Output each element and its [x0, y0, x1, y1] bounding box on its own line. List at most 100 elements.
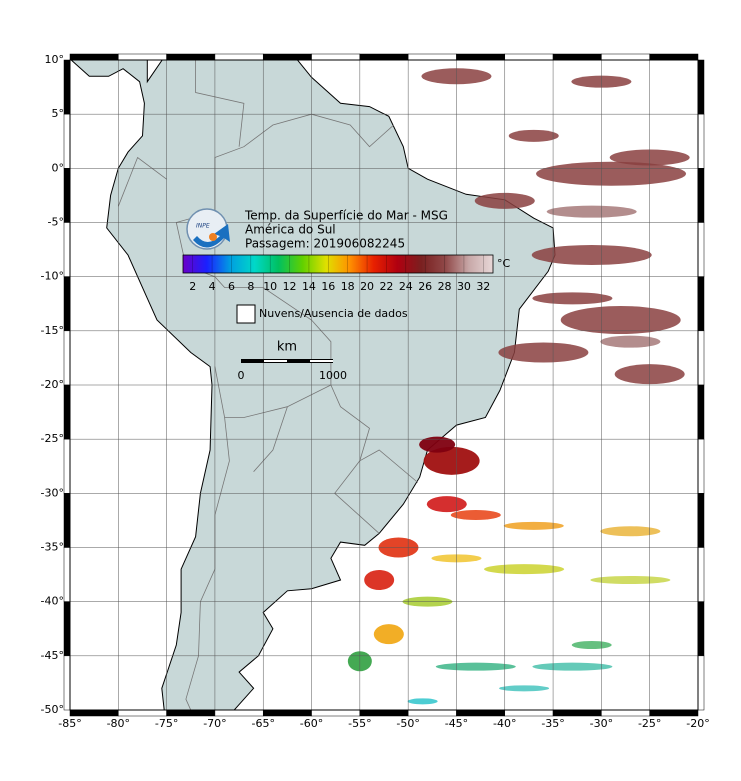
colorbar-tick-label: 30 [457, 280, 471, 293]
frame-segment [63, 168, 71, 223]
title-line: América do Sul [245, 223, 336, 237]
frame-segment [262, 709, 312, 717]
colorbar-tick-label: 26 [418, 280, 432, 293]
scale-bar-segment [310, 360, 333, 362]
lat-tick-label: -10° [41, 270, 64, 283]
sst-patch [419, 436, 456, 453]
lon-tick-label: -70° [203, 717, 226, 730]
sst-patch [423, 446, 480, 475]
colorbar [182, 254, 494, 274]
sst-patch [426, 496, 467, 513]
frame-segment [311, 53, 361, 61]
legend-label: Nuvens/Ausencia de dados [259, 307, 408, 320]
frame-segment [697, 601, 705, 657]
colorbar-tick-label: 10 [263, 280, 277, 293]
title-line: Temp. da Superfície do Mar - MSG [244, 209, 448, 223]
lon-tick-label: -30° [590, 717, 613, 730]
frame-segment [118, 709, 167, 717]
colorbar-tick-label: 2 [189, 280, 196, 293]
frame-segment [697, 276, 705, 332]
lat-tick-label: 0° [52, 161, 65, 174]
logo-arrow [193, 224, 230, 248]
frame-segment [63, 276, 71, 332]
frame-segment [407, 709, 457, 717]
colorbar-tick-label: 18 [341, 280, 355, 293]
frame-segment [601, 709, 650, 717]
scale-unit: km [277, 340, 297, 355]
frame-segment [359, 709, 409, 717]
frame-segment [359, 53, 409, 61]
frame-segment [552, 709, 602, 717]
lon-tick-label: -85° [58, 717, 81, 730]
frame-segment [649, 709, 699, 717]
frame-segment [504, 53, 554, 61]
frame-segment [63, 113, 71, 169]
frame-segment [214, 53, 264, 61]
frame-segment [63, 655, 71, 711]
lon-tick-label: -45° [445, 717, 468, 730]
frame-segment [214, 709, 264, 717]
frame-segment [69, 53, 119, 61]
frame-segment [63, 601, 71, 657]
frame-segment [262, 53, 312, 61]
frame-segment [697, 59, 705, 115]
lat-tick-label: -40° [41, 595, 64, 608]
lat-tick-label: -15° [41, 324, 64, 337]
sst-patch [600, 335, 661, 348]
lat-tick-label: -45° [41, 649, 64, 662]
frame-segment [697, 438, 705, 494]
sst-patch [484, 564, 565, 575]
logo-text: INPE [196, 223, 210, 230]
frame-segment [504, 709, 554, 717]
sst-patch [532, 662, 613, 671]
sst-patch [508, 129, 559, 142]
frame-segment [166, 709, 216, 717]
lat-tick-label: 10° [45, 53, 65, 66]
lat-tick-label: 5° [52, 107, 65, 120]
lon-tick-label: -65° [251, 717, 274, 730]
frame-segment [697, 384, 705, 440]
colorbar-tick-label: 24 [399, 280, 413, 293]
sst-patch [590, 576, 671, 584]
border [253, 406, 288, 472]
frame-segment [456, 709, 506, 717]
sst-patch [571, 641, 612, 649]
frame-segment [456, 53, 506, 61]
colorbar-tick-label: 20 [360, 280, 374, 293]
scale-bar-segment [264, 360, 287, 362]
frame-segment [697, 168, 705, 223]
border [195, 60, 245, 147]
border [117, 156, 167, 207]
lon-tick-label: -50° [396, 717, 419, 730]
colorbar-tick-label: 12 [283, 280, 297, 293]
lat-tick-label: -30° [41, 486, 64, 499]
sst-patch [498, 342, 589, 363]
frame-segment [697, 493, 705, 548]
sst-patch [499, 685, 550, 692]
border [359, 449, 419, 483]
sst-patch [373, 624, 404, 645]
frame-segment [63, 384, 71, 440]
frame-segment [63, 222, 71, 277]
lon-tick-label: -60° [300, 717, 323, 730]
frame-segment [63, 59, 71, 115]
lon-tick-label: -25° [638, 717, 661, 730]
sst-patch [407, 698, 438, 705]
sst-patch [546, 205, 637, 218]
frame-segment [697, 547, 705, 602]
sst-patch [536, 161, 687, 186]
lat-tick-label: -50° [41, 703, 64, 716]
lon-tick-label: -35° [541, 717, 564, 730]
map-border [69, 59, 699, 711]
frame-segment [649, 53, 699, 61]
frame-segment [63, 547, 71, 602]
lat-tick-label: -20° [41, 378, 64, 391]
colorbar-tick-label: 22 [379, 280, 393, 293]
colorbar-tick-label: 6 [228, 280, 235, 293]
frame-segment [407, 53, 457, 61]
frame-segment [166, 53, 216, 61]
title-line: Passagem: 201906082245 [245, 237, 405, 251]
colorbar-tick-label: 28 [438, 280, 452, 293]
colorbar-tick-label: 16 [321, 280, 335, 293]
